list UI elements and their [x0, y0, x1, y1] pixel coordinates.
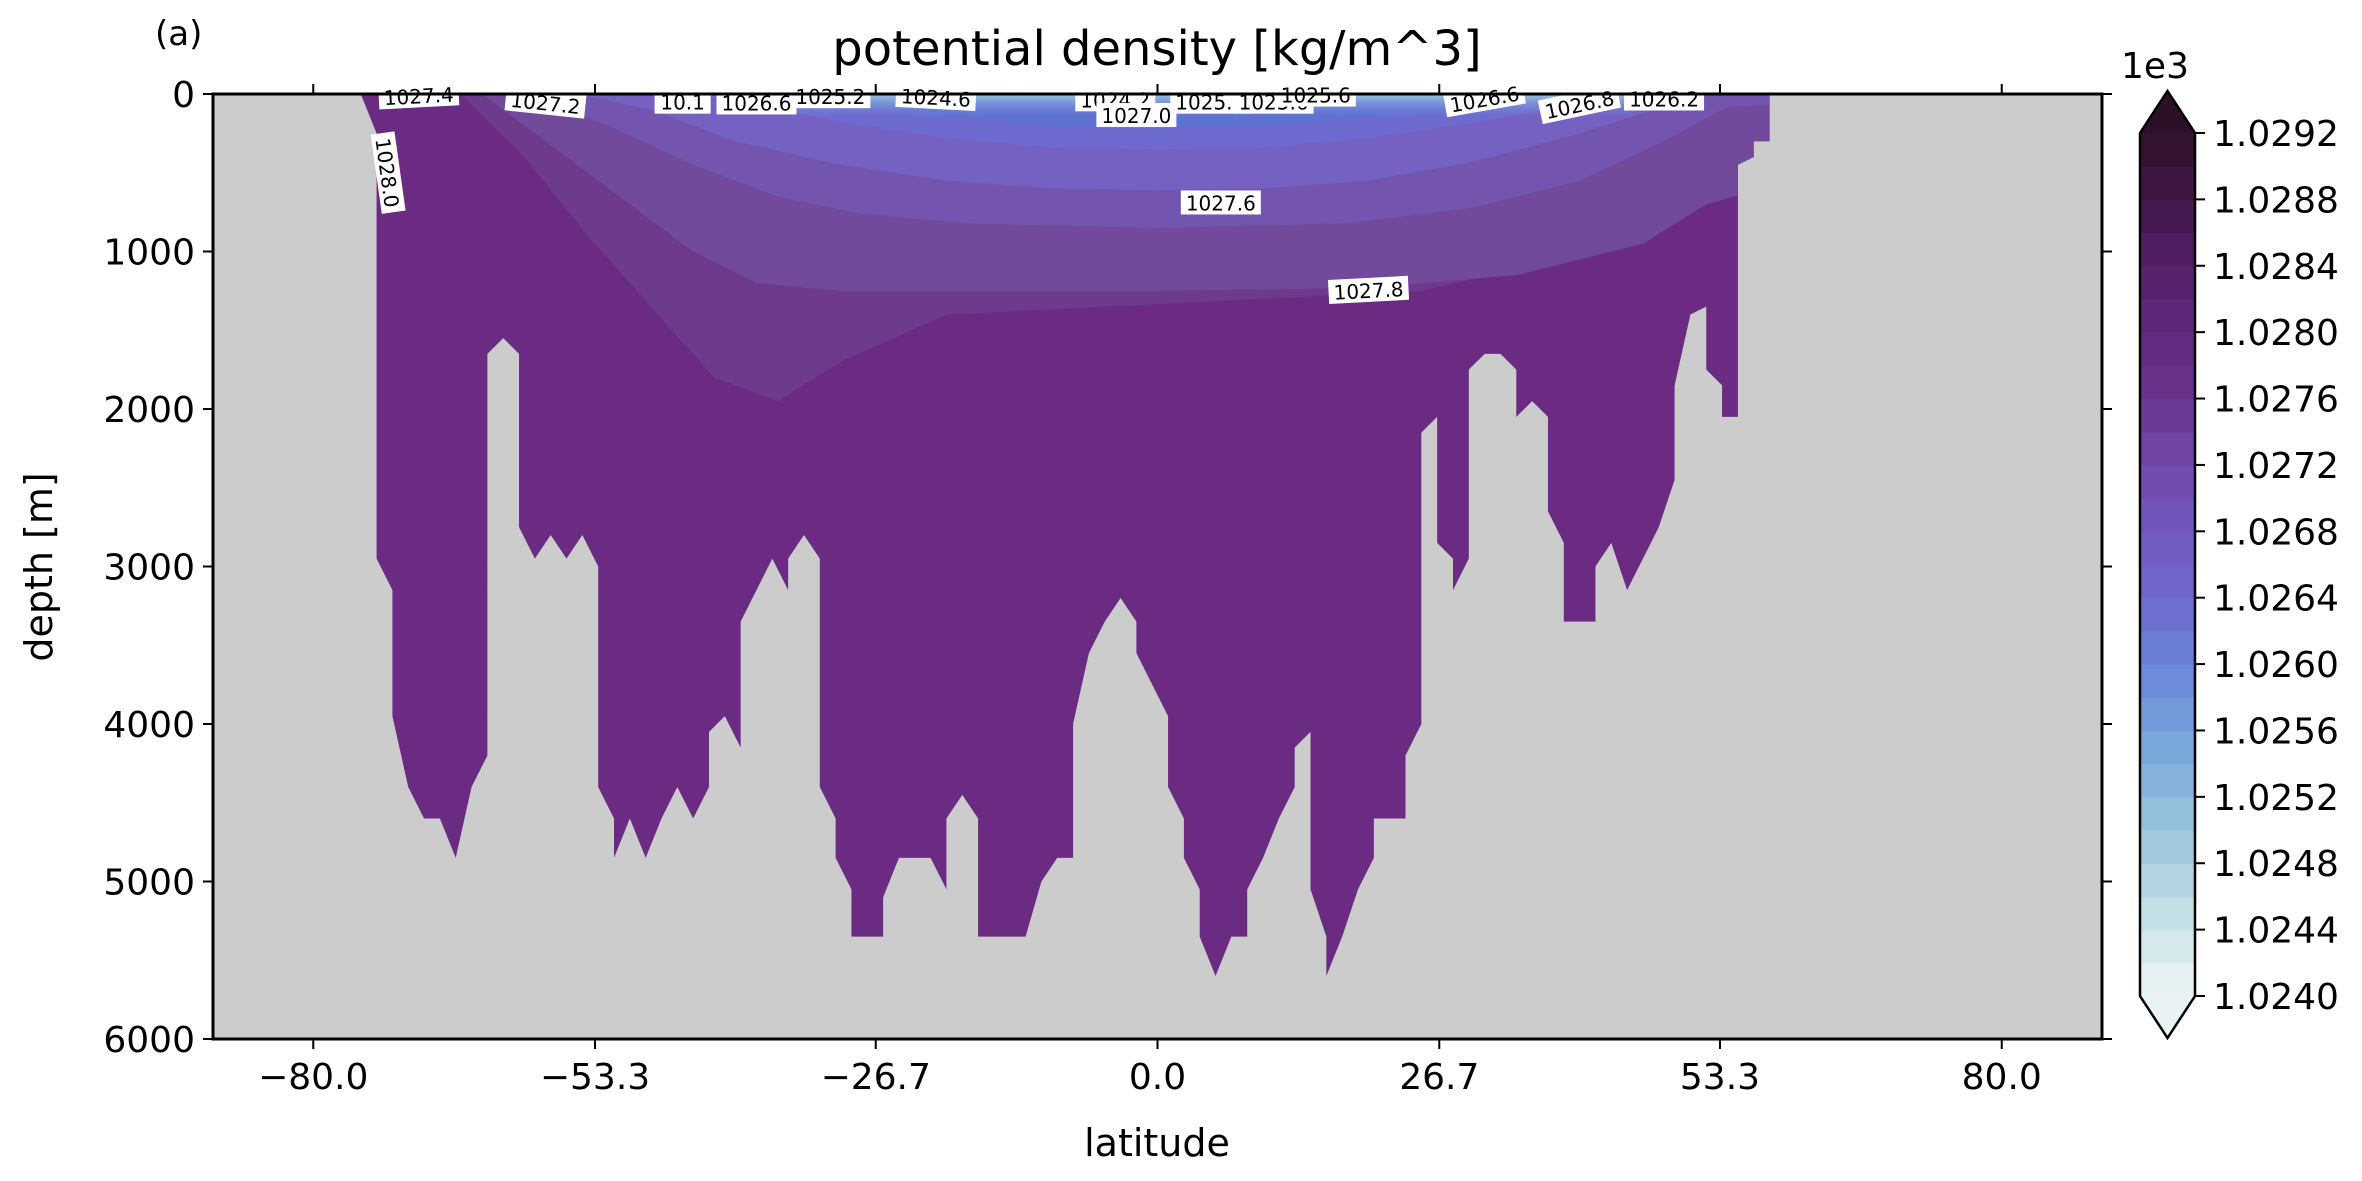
contour-label: 1027.8	[1327, 275, 1410, 305]
x-tick-label: 0.0	[1129, 1057, 1186, 1098]
colorbar-segment	[2140, 597, 2195, 632]
colorbar-tick-label: 1.0284	[2213, 247, 2339, 288]
y-tick-label: 6000	[103, 1020, 195, 1061]
y-tick-label: 5000	[103, 863, 195, 904]
contour-label-text: 1024.6	[900, 84, 971, 112]
colorbar-tick-label: 1.0264	[2213, 579, 2339, 620]
y-tick-label: 2000	[103, 390, 195, 431]
colorbar-segment	[2140, 896, 2195, 931]
colorbar-segment	[2140, 763, 2195, 798]
colorbar-tick-label: 1.0260	[2213, 645, 2339, 686]
colorbar-tick-label: 1.0292	[2213, 114, 2339, 155]
contour-label-bg	[1624, 86, 1705, 111]
colorbar-offset-label: 1e3	[2121, 46, 2189, 87]
contour-label: 1027.4	[378, 81, 460, 111]
contour-label-bg	[790, 84, 871, 109]
colorbar-segment	[2140, 664, 2195, 698]
colorbar-segment	[2140, 398, 2195, 433]
colorbar-extend-top	[2140, 91, 2195, 133]
contour-label-text: 1025.2	[795, 85, 865, 109]
x-axis-label: latitude	[1084, 1121, 1230, 1165]
contour-label-bg	[1180, 190, 1261, 215]
colorbar-segment	[2140, 166, 2195, 200]
x-tick-label: −80.0	[258, 1057, 368, 1098]
colorbar-segment	[2140, 232, 2195, 267]
y-tick-label: 0	[172, 75, 195, 116]
contour-label: 1027.6	[1180, 190, 1261, 215]
colorbar-tick-label: 1.0244	[2213, 911, 2339, 952]
plot-area	[213, 94, 2102, 1039]
colorbar-segment	[2140, 630, 2195, 665]
colorbar-segment	[2140, 464, 2195, 499]
colorbar-segment	[2140, 332, 2195, 366]
contour-label-text: 1027.0	[1101, 104, 1171, 128]
colorbar-segment	[2140, 133, 2195, 167]
y-tick-label: 4000	[103, 705, 195, 746]
colorbar-segment	[2140, 531, 2195, 566]
colorbar-segment	[2140, 730, 2195, 765]
y-axis-label: depth [m]	[17, 472, 61, 661]
contour-label: 1027.0	[1096, 103, 1177, 128]
colorbar-segment	[2140, 796, 2195, 831]
colorbar-segment	[2140, 265, 2195, 300]
colorbar-tick-label: 1.0288	[2213, 180, 2339, 221]
colorbar-tick-label: 1.0276	[2213, 380, 2339, 421]
colorbar-tick-label: 1.0268	[2213, 512, 2339, 553]
colorbar-tick-label: 1.0272	[2213, 446, 2339, 487]
contour-label-bg	[1096, 103, 1177, 128]
x-tick-label: −53.3	[540, 1057, 650, 1098]
x-tick-label: 53.3	[1680, 1057, 1760, 1098]
colorbar-segment	[2140, 498, 2195, 532]
colorbar-tick-label: 1.0248	[2213, 844, 2339, 885]
panel-label: (a)	[155, 14, 202, 54]
contour-label-bg	[370, 131, 406, 214]
colorbar-extend-bottom	[2140, 996, 2195, 1038]
colorbar-segment	[2140, 863, 2195, 898]
colorbar-segment	[2140, 298, 2195, 333]
y-tick-label: 1000	[103, 233, 195, 274]
contour-label: 1025.2	[790, 84, 871, 109]
contour-label: 1026.2	[1624, 86, 1705, 112]
contour-label-text: 1027.4	[383, 83, 454, 111]
contour-label-bg	[1327, 275, 1410, 304]
colorbar-segment	[2140, 830, 2195, 864]
colorbar-segment	[2140, 199, 2195, 234]
colorbar-tick-label: 1.0252	[2213, 778, 2339, 819]
contour-label-text: 1027.8	[1333, 277, 1404, 305]
colorbar-segment	[2140, 431, 2195, 466]
x-axis-ticks: −80.0 −53.3 −26.7 0.0 26.7 53.3 80.0	[258, 84, 2042, 1098]
contour-label-bg	[1442, 79, 1526, 118]
contour-label-bg	[895, 82, 977, 112]
colorbar-segment	[2140, 564, 2195, 599]
colorbar-tick-label: 1.0256	[2213, 711, 2339, 752]
density-bands	[360, 94, 1770, 402]
colorbar-tick-label: 1.0280	[2213, 313, 2339, 354]
contour-label-text: 1026.2	[1629, 88, 1699, 112]
colorbar: 1.0240 1.0244 1.0248 1.0252 1.0256 1.0260 1.02…	[2138, 88, 2339, 1041]
contour-label-text: 1027.6	[1186, 191, 1256, 215]
colorbar-segment	[2140, 365, 2195, 400]
y-axis-ticks: 0 1000 2000 3000 4000 5000 6000	[103, 75, 2112, 1061]
y-tick-label: 3000	[103, 548, 195, 589]
colorbar-segment	[2140, 962, 2195, 997]
colorbar-segment	[2140, 929, 2195, 964]
colorbar-tick-label: 1.0240	[2213, 977, 2339, 1018]
x-tick-label: 80.0	[1962, 1057, 2042, 1098]
x-tick-label: −26.7	[821, 1057, 931, 1098]
x-tick-label: 26.7	[1399, 1057, 1479, 1098]
chart-title: potential density [kg/m^3]	[832, 21, 1481, 77]
contour-label: 1024.6	[895, 82, 977, 112]
contour-label: 1024.2	[1075, 87, 1156, 112]
colorbar-segment	[2140, 697, 2195, 732]
contour-label-text: 1025.6	[1281, 84, 1351, 108]
